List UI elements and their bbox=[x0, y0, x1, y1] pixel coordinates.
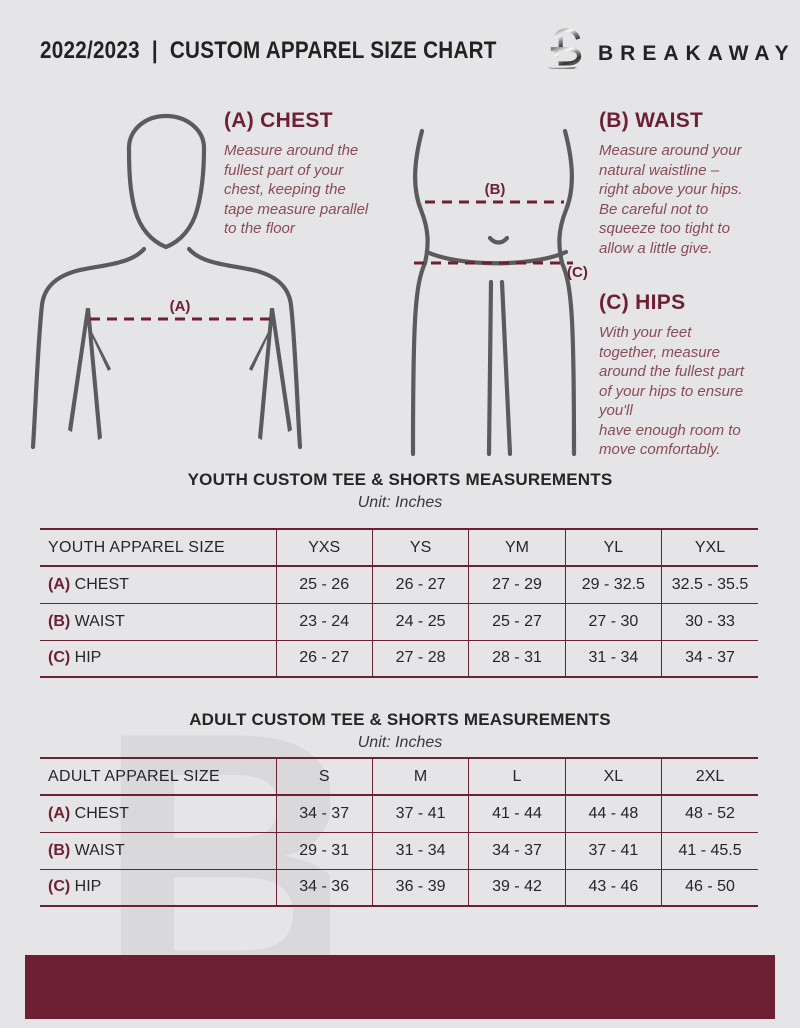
svg-text:(B): (B) bbox=[485, 181, 506, 198]
svg-text:(C): (C) bbox=[567, 264, 588, 281]
svg-text:(A): (A) bbox=[170, 298, 191, 315]
